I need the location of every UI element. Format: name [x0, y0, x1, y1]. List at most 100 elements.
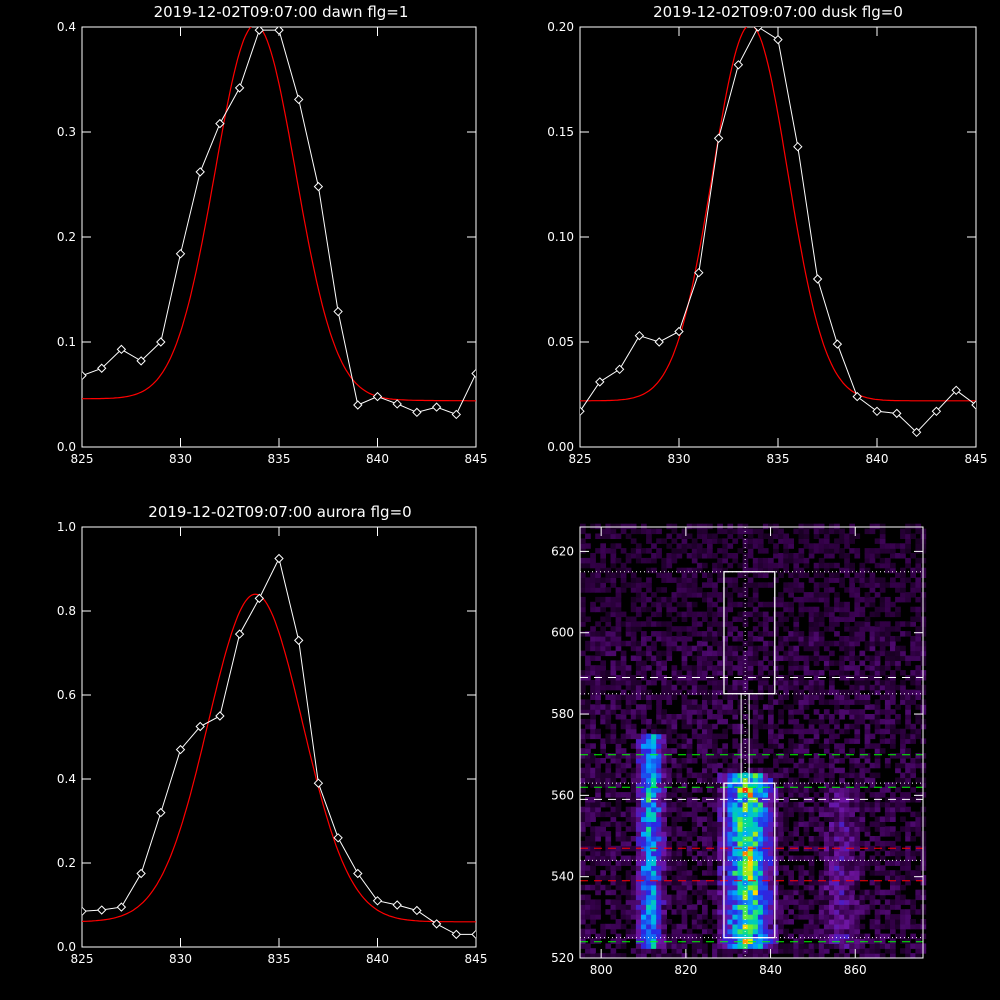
emission-image-pixel [686, 836, 693, 842]
emission-image-pixel [783, 538, 789, 544]
emission-image-pixel [702, 850, 708, 857]
emission-image-pixel [844, 709, 850, 715]
emission-image-pixel [879, 855, 886, 861]
emission-image-pixel [605, 821, 612, 827]
emission-image-pixel [895, 611, 901, 618]
emission-image-pixel [844, 753, 850, 759]
emission-image-pixel [580, 679, 586, 686]
emission-image-pixel [620, 914, 627, 920]
emission-image-pixel [905, 718, 911, 725]
emission-image-pixel [834, 787, 840, 793]
emission-image-pixel [798, 758, 805, 764]
emission-image-pixel [732, 860, 739, 866]
emission-image-pixel [844, 655, 850, 661]
emission-image-pixel [630, 645, 637, 652]
emission-image-pixel [585, 640, 591, 647]
emission-image-pixel [783, 548, 789, 554]
emission-image-pixel [895, 587, 901, 593]
emission-image-pixel [752, 806, 759, 813]
emission-image-pixel [829, 831, 835, 837]
emission-image-pixel [585, 840, 591, 847]
emission-image-pixel [834, 801, 840, 808]
emission-image-pixel [635, 816, 642, 822]
emission-image-pixel [696, 821, 703, 827]
emission-image-pixel [834, 758, 840, 764]
emission-image-pixel [844, 645, 850, 652]
emission-image-pixel [874, 914, 881, 920]
emission-image-pixel [651, 811, 657, 818]
emission-image-pixel [900, 621, 906, 627]
emission-image-pixel [844, 889, 850, 896]
emission-image-pixel [798, 762, 805, 769]
emission-image-pixel [905, 523, 911, 530]
emission-image-pixel [676, 592, 683, 598]
emission-image-pixel [641, 894, 647, 901]
emission-image-pixel [849, 533, 855, 539]
emission-image-pixel [691, 919, 698, 925]
emission-image-pixel [762, 919, 769, 925]
image-y-tick-label: 620 [551, 544, 574, 558]
emission-image-pixel [783, 801, 789, 808]
emission-image-pixel [793, 665, 800, 671]
emission-image-pixel [585, 928, 591, 935]
emission-image-pixel [656, 860, 662, 866]
emission-image-pixel [793, 689, 800, 696]
emission-image-pixel [727, 606, 734, 613]
emission-image-pixel [900, 884, 906, 891]
emission-image-pixel [895, 582, 901, 588]
emission-image-pixel [783, 557, 789, 564]
emission-image-pixel [788, 782, 794, 788]
emission-image-pixel [752, 840, 759, 847]
emission-image-pixel [890, 679, 896, 686]
emission-image-pixel [661, 919, 667, 925]
emission-image-pixel [915, 948, 922, 954]
emission-image-pixel [859, 923, 866, 930]
emission-image-pixel [742, 562, 749, 569]
emission-image-pixel [580, 582, 586, 588]
emission-image-pixel [874, 665, 881, 671]
emission-image-pixel [580, 689, 586, 696]
emission-image-pixel [895, 801, 901, 808]
emission-image-pixel [823, 792, 830, 798]
emission-image-pixel [666, 557, 673, 564]
emission-image-pixel [895, 626, 901, 632]
emission-image-pixel [641, 621, 647, 627]
emission-image-pixel [849, 640, 855, 647]
emission-image-pixel [778, 714, 784, 720]
emission-image-pixel [646, 616, 652, 622]
emission-image-pixel [890, 850, 896, 857]
emission-image-pixel [823, 850, 830, 857]
emission-image-pixel [691, 953, 698, 959]
emission-image-pixel [712, 845, 718, 852]
emission-image-pixel [666, 943, 673, 949]
emission-image-pixel [585, 923, 591, 930]
emission-image-pixel [661, 748, 667, 754]
emission-image-pixel [691, 914, 698, 920]
emission-image-pixel [747, 889, 754, 896]
emission-image-pixel [661, 865, 667, 871]
emission-image-pixel [849, 684, 855, 691]
emission-image-pixel [788, 718, 794, 725]
emission-image-pixel [778, 718, 784, 725]
emission-image-pixel [879, 733, 886, 740]
emission-image-pixel [910, 699, 916, 705]
dawn-measured-point [293, 94, 304, 105]
emission-image-pixel [620, 660, 627, 666]
emission-image-pixel [803, 528, 810, 535]
emission-image-pixel [849, 587, 855, 593]
emission-image-pixel [732, 933, 739, 940]
emission-image-pixel [630, 631, 637, 637]
emission-image-pixel [717, 699, 723, 705]
emission-image-pixel [722, 640, 728, 647]
emission-image-pixel [615, 679, 622, 686]
emission-image-pixel [666, 553, 673, 559]
emission-image-pixel [722, 636, 728, 642]
emission-image-pixel [615, 640, 622, 647]
emission-image-pixel [844, 728, 850, 735]
emission-image-pixel [625, 616, 632, 622]
emission-image-pixel [722, 616, 728, 622]
emission-image-pixel [813, 718, 820, 725]
emission-image-pixel [864, 758, 871, 764]
emission-image-pixel [590, 714, 596, 720]
emission-image-pixel [737, 850, 744, 857]
